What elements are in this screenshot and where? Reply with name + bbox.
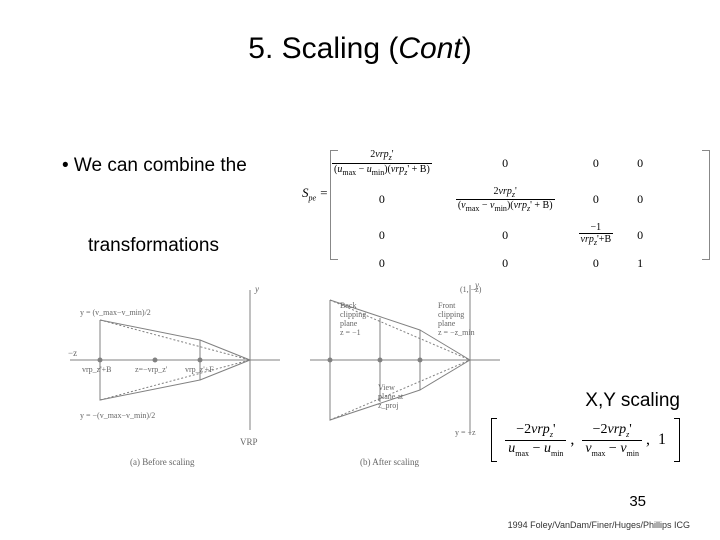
title-suffix: ) xyxy=(462,32,472,65)
svg-text:clipping: clipping xyxy=(438,310,464,319)
svg-text:VRP: VRP xyxy=(240,437,258,447)
xy-scaling-label: X,Y scaling xyxy=(585,390,680,412)
svg-text:clipping: clipping xyxy=(340,310,366,319)
svg-text:View: View xyxy=(378,383,395,392)
svg-text:y = −z: y = −z xyxy=(455,428,476,437)
svg-text:plane at: plane at xyxy=(378,392,404,401)
scaling-diagram: y −z y = (v_max−v_min)/2 y = −(v_max−v_m… xyxy=(60,270,540,470)
svg-text:plane: plane xyxy=(340,319,358,328)
svg-text:vrp_z'+F: vrp_z'+F xyxy=(185,365,214,374)
title-italic: Cont xyxy=(398,32,461,65)
svg-text:(a) Before scaling: (a) Before scaling xyxy=(130,457,195,467)
svg-text:Back: Back xyxy=(340,301,356,310)
bullet-line-1: • We can combine the xyxy=(62,155,247,177)
matrix-bracket-right xyxy=(702,150,710,260)
credit-line: 1994 Foley/VanDam/Finer/Huges/Phillips I… xyxy=(508,520,690,530)
svg-text:y = (v_max−v_min)/2: y = (v_max−v_min)/2 xyxy=(80,308,151,317)
svg-text:(1, −z): (1, −z) xyxy=(460,285,482,294)
scaling-matrix: 2vrpz'(umax − umin)(vrpz' + B) 0 0 0 0 2… xyxy=(320,145,655,275)
svg-text:−z: −z xyxy=(68,348,77,358)
page-number: 35 xyxy=(629,493,646,510)
svg-text:vrp_z'+B: vrp_z'+B xyxy=(82,365,112,374)
bullet-line-2: transformations xyxy=(88,235,219,257)
title-prefix: 5. Scaling ( xyxy=(248,32,398,65)
svg-text:plane: plane xyxy=(438,319,456,328)
svg-text:z=−vrp_z': z=−vrp_z' xyxy=(135,365,168,374)
svg-text:y = −(v_max−v_min)/2: y = −(v_max−v_min)/2 xyxy=(80,411,155,420)
svg-text:y: y xyxy=(254,284,259,294)
svg-text:(b) After scaling: (b) After scaling xyxy=(360,457,419,467)
svg-text:z = −z_min: z = −z_min xyxy=(438,328,475,337)
svg-text:z = −1: z = −1 xyxy=(340,328,361,337)
svg-text:Front: Front xyxy=(438,301,456,310)
page-title: 5. Scaling (Cont) xyxy=(0,0,720,66)
svg-text:z_proj: z_proj xyxy=(378,401,398,410)
scaling-vector: −2vrpz'umax − umin , −2vrpz'vmax − vmin … xyxy=(491,418,680,462)
